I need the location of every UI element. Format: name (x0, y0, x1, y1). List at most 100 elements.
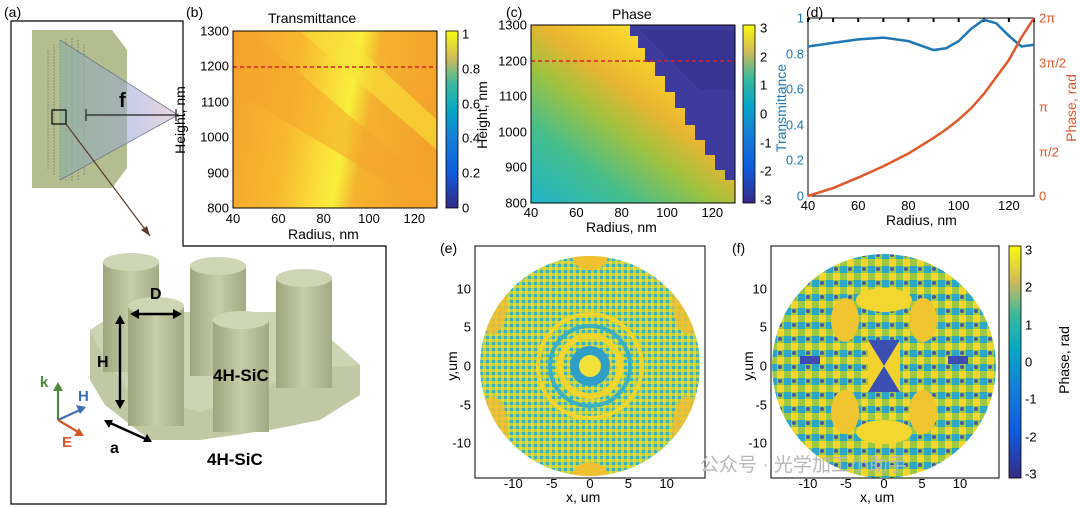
focal-label: f (119, 90, 126, 112)
panel-f-y-tick-2: 0 (759, 358, 767, 374)
transmittance-colorbar (445, 30, 459, 209)
material-label-substrate: 4H-SiC (207, 450, 263, 469)
panel-b-title: Transmittance (268, 10, 357, 26)
panel-e-y-tick-4: -10 (452, 435, 471, 451)
panel-c-title: Phase (612, 6, 652, 22)
panel-b-y-tick-4: 900 (207, 165, 229, 181)
panel-b-y-tick-0: 1300 (200, 23, 229, 39)
panel-d-yr-tick-0: 2π (1039, 10, 1056, 26)
panel-a-label: (a) (4, 4, 22, 20)
panel-c-y-tick-0: 1300 (498, 17, 527, 33)
panel-f-c-tick-2: 1 (1025, 317, 1033, 333)
panel-c-y-tick-3: 1000 (498, 124, 527, 140)
panel-c-c-tick-6: -3 (760, 192, 772, 208)
panel-f-c-tick-4: -1 (1025, 391, 1037, 407)
panel-e-y-tick-3: -5 (459, 397, 471, 413)
panel-f-y-tick-4: -10 (748, 435, 767, 451)
panel-d-label: (d) (806, 4, 824, 20)
panel-c-y-tick-1: 1200 (498, 53, 527, 69)
panel-d-yl-tick-2: 0.6 (785, 81, 804, 97)
panel-d-yr-tick-3: π/2 (1039, 144, 1059, 159)
dim-a-arrow (107, 420, 149, 442)
panel-e-x-tick-3: 5 (624, 476, 632, 491)
panel-d-yl-tick-3: 0.4 (785, 117, 804, 133)
panel-f-x-tick-3: 5 (918, 476, 926, 491)
dim-d-label: D (150, 286, 162, 303)
panel-f-y-tick-3: -5 (755, 397, 767, 413)
panel-d-x-tick-4: 120 (998, 198, 1020, 213)
panel-b-y-tick-1: 1200 (200, 58, 229, 74)
panel-d-yr-tick-4: 0 (1039, 188, 1047, 204)
panel-a-frame (10, 20, 387, 505)
panel-c-x-tick-2: 80 (614, 205, 629, 220)
panel-f-x-tick-4: 10 (952, 476, 968, 491)
panel-e-y-tick-1: 5 (463, 319, 471, 335)
panel-d-yl-tick-5: 0 (796, 188, 804, 204)
panel-f-c-tick-3: 0 (1025, 354, 1033, 370)
panel-c-x-tick-3: 100 (656, 205, 678, 220)
panel-f-y-tick-0: 10 (752, 281, 767, 297)
panel-c-c-tick-5: -2 (760, 163, 772, 179)
panel-f-c-tick-0: 3 (1025, 242, 1033, 258)
panel-c-y-tick-4: 900 (505, 159, 527, 175)
panel-c-c-tick-1: 2 (760, 49, 768, 65)
zoom-box (51, 109, 67, 125)
axis-h-label: H (78, 388, 89, 405)
pillars (103, 253, 332, 432)
axis-k-label: k (40, 374, 49, 391)
panel-f-xlabel: x, um (860, 489, 895, 505)
panel-e-xlabel: x, um (566, 489, 601, 505)
panel-e-x-tick-4: 10 (659, 476, 674, 491)
dim-a-label: a (110, 440, 119, 457)
panel-f-c-tick-6: -3 (1025, 466, 1037, 482)
panel-e-x-tick-1: -5 (545, 476, 558, 491)
panel-b-x-tick-2: 80 (316, 211, 331, 226)
panel-f-clabel: Phase, rad (1056, 326, 1072, 394)
phase-colorbar-f (1008, 245, 1022, 479)
panel-b-c-tick-0: 1 (462, 26, 470, 42)
panel-d-x-tick-2: 80 (901, 198, 916, 213)
panel-b-c-tick-5: 0 (462, 200, 470, 216)
dim-h-label: H (97, 354, 109, 371)
coordinate-axes (53, 382, 86, 436)
panel-b-y-tick-3: 1000 (200, 129, 229, 145)
panel-d-yr-tick-2: π (1039, 99, 1048, 115)
panel-f-y-tick-1: 5 (759, 319, 767, 335)
panel-b-c-tick-4: 0.2 (462, 165, 481, 181)
phase-series (807, 17, 1036, 198)
panel-b-x-tick-3: 100 (358, 211, 380, 226)
panel-d-yr-tick-1: 3π/2 (1039, 55, 1067, 70)
transmittance-series (807, 18, 1035, 52)
panel-f-label: (f) (732, 240, 746, 256)
panel-c-label: (c) (506, 4, 523, 20)
panel-c-x-tick-4: 120 (701, 205, 724, 220)
panel-b-label: (b) (186, 4, 204, 20)
watermark: 公众号 · 光学加工小助手 (700, 455, 907, 476)
zoom-arrow (65, 123, 151, 237)
panel-b-x-tick-1: 60 (271, 211, 286, 226)
panel-e-x-tick-2: 0 (586, 476, 594, 491)
panel-d-yl-tick-1: 0.8 (785, 46, 804, 62)
panel-e-label: (e) (440, 240, 458, 256)
material-label-pillar: 4H-SiC (213, 366, 269, 385)
panel-e-y-tick-0: 10 (456, 281, 471, 297)
panel-b-xlabel: Radius, nm (288, 226, 359, 242)
panel-c-c-tick-3: 0 (760, 106, 768, 122)
panel-d-x-tick-0: 40 (800, 198, 816, 213)
panel-b-x-tick-0: 40 (225, 211, 241, 226)
panel-c-y-tick-5: 800 (505, 195, 527, 211)
panel-d-x-tick-1: 60 (850, 198, 866, 213)
panel-b-c-tick-3: 0.4 (462, 130, 481, 146)
panel-c-c-tick-0: 3 (760, 20, 768, 36)
panel-b-x-tick-4: 120 (403, 211, 426, 226)
panel-c-y-tick-2: 1100 (499, 88, 527, 104)
panel-c-xlabel: Radius, nm (586, 219, 657, 235)
panel-f-c-tick-5: -2 (1025, 429, 1037, 445)
panel-b-c-tick-2: 0.6 (462, 96, 481, 112)
